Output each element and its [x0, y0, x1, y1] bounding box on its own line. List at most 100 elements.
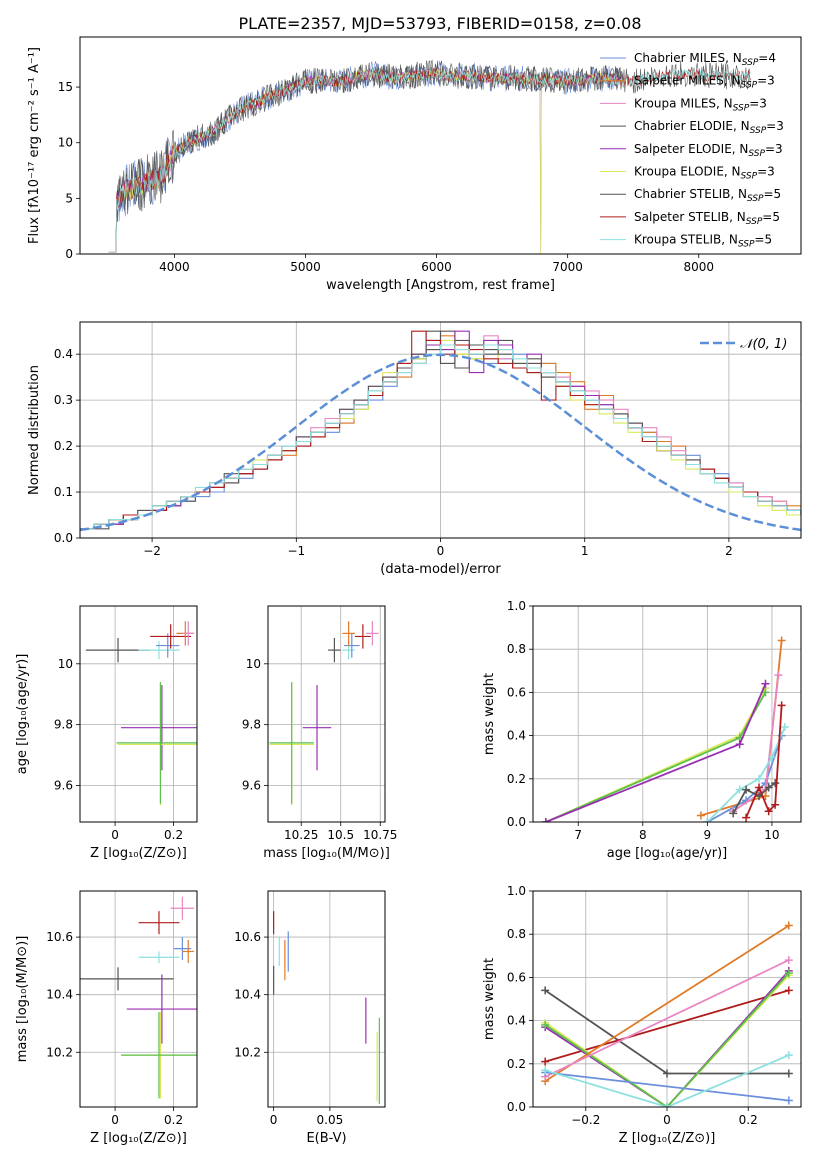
weight-marker: [696, 811, 705, 820]
x-axis-label: (data-model)/error: [380, 562, 501, 577]
y-tick-label: 10.4: [234, 988, 261, 1002]
legend-label: Kroupa MILES, NSSP=3: [634, 96, 767, 113]
x-tick-label: −2: [143, 544, 161, 558]
y-tick-label: 0.0: [507, 815, 526, 829]
x-axis-label: mass [log₁₀(M/M⊙)]: [263, 846, 390, 861]
weight-marker: [541, 1020, 550, 1029]
panel-6: 0 0.2 10.2 10.4 10.6 Z [log₁₀(Z/Z⊙)] mass [log…: [15, 890, 198, 1146]
y-tick-label: 0.4: [507, 1014, 526, 1028]
y-tick-label: 0.4: [54, 347, 73, 361]
y-axis-label: mass [log₁₀(M/M⊙)]: [15, 936, 30, 1063]
panel-4: 10.25 10.5 10.75 9.6 9.8 10 mass [log₁₀(M/M⊙)]: [242, 605, 397, 861]
weight-line: [706, 735, 783, 822]
weight-marker: [703, 818, 712, 822]
x-axis-label: Z [log₁₀(Z/Z⊙)]: [90, 846, 187, 861]
histogram-step: [80, 330, 801, 530]
y-tick-label: 0.6: [507, 685, 526, 699]
y-tick-label: 10: [246, 657, 261, 671]
weight-marker: [735, 740, 744, 749]
y-tick-label: 0.1: [54, 485, 73, 499]
x-tick-label: 4000: [159, 260, 190, 274]
y-tick-label: 0: [65, 247, 73, 261]
y-tick-label: 0.2: [507, 772, 526, 786]
y-tick-label: 10.2: [46, 1045, 73, 1059]
x-tick-label: 2: [725, 544, 733, 558]
weight-marker: [777, 701, 786, 710]
weight-line: [545, 687, 767, 822]
legend-label: Chabrier ELODIE, NSSP=3: [634, 119, 784, 136]
figure-title: PLATE=2357, MJD=53793, FIBERID=0158, z=0…: [238, 14, 641, 33]
plot-area: [541, 636, 789, 822]
weight-marker: [784, 986, 793, 995]
x-axis-label: E(B-V): [306, 1131, 346, 1146]
x-tick-label: 9: [704, 828, 712, 842]
axes-frame: [79, 36, 802, 255]
plot-area: [541, 921, 793, 1107]
y-tick-label: 0.8: [507, 642, 526, 656]
histogram-step: [80, 339, 801, 530]
axes-frame: [79, 890, 198, 1108]
y-tick-label: 9.8: [54, 718, 73, 732]
plot-area: [85, 621, 197, 806]
y-tick-label: 0.0: [54, 531, 73, 545]
y-tick-label: 1.0: [507, 884, 526, 898]
weight-line: [545, 691, 767, 822]
weight-marker: [777, 636, 786, 645]
plot-area: [273, 911, 380, 1105]
panel-2: −2 −1 0 1 2 0.0 0.1 0.2 0.3 0.4 (data-model)/error…: [27, 321, 802, 577]
x-tick-label: 8: [639, 828, 647, 842]
weight-marker: [755, 783, 764, 792]
weight-line: [544, 970, 790, 1107]
weight-marker: [784, 1096, 793, 1105]
weight-line: [544, 974, 790, 1107]
y-tick-label: 0.2: [507, 1057, 526, 1071]
x-tick-label: 0.2: [739, 1113, 758, 1127]
weight-line: [544, 959, 790, 1078]
weight-marker: [729, 809, 738, 818]
x-tick-label: 0.2: [164, 1113, 183, 1127]
x-tick-label: 10.5: [327, 828, 354, 842]
y-tick-label: 0.3: [54, 393, 73, 407]
weight-marker: [541, 1057, 550, 1066]
weight-marker: [764, 783, 773, 792]
normal-curve: [80, 353, 801, 532]
weight-marker: [755, 774, 764, 783]
legend-label: Chabrier STELIB, NSSP=5: [634, 187, 781, 204]
legend-label: Chabrier MILES, NSSP=4: [634, 51, 776, 68]
x-tick-label: 1: [581, 544, 589, 558]
spectrum-line: [108, 67, 623, 254]
x-axis-label: wavelength [Angstrom, rest frame]: [326, 278, 555, 293]
y-tick-label: 10: [58, 136, 73, 150]
y-tick-label: 10.6: [234, 930, 261, 944]
weight-marker: [784, 969, 793, 978]
axes-frame: [79, 605, 198, 823]
y-tick-label: 10.4: [46, 988, 73, 1002]
x-tick-label: 0: [270, 1113, 278, 1127]
y-axis-label: mass weight: [482, 673, 497, 755]
y-tick-label: 0.6: [507, 970, 526, 984]
axes-frame: [267, 890, 386, 1108]
weight-marker: [774, 671, 783, 680]
y-tick-label: 0.0: [507, 1100, 526, 1114]
weight-marker: [767, 753, 776, 762]
histogram-step: [80, 344, 801, 530]
plot-area: [269, 621, 379, 806]
y-tick-label: 1.0: [507, 599, 526, 613]
x-tick-label: 10: [764, 828, 779, 842]
y-tick-label: 0.8: [507, 927, 526, 941]
weight-marker: [541, 1066, 550, 1075]
histogram-step: [80, 330, 801, 530]
weight-marker: [761, 679, 770, 688]
x-tick-label: 5000: [290, 260, 321, 274]
weight-marker: [771, 800, 780, 809]
y-tick-label: 9.8: [242, 718, 261, 732]
plot-area: [80, 896, 197, 1099]
x-tick-label: 0: [111, 1113, 119, 1127]
weight-marker: [663, 1069, 671, 1078]
weight-marker: [780, 722, 789, 731]
weight-line: [544, 972, 790, 1107]
weight-marker: [742, 813, 751, 822]
axes-frame: [267, 605, 386, 823]
y-tick-label: 9.6: [242, 778, 261, 792]
